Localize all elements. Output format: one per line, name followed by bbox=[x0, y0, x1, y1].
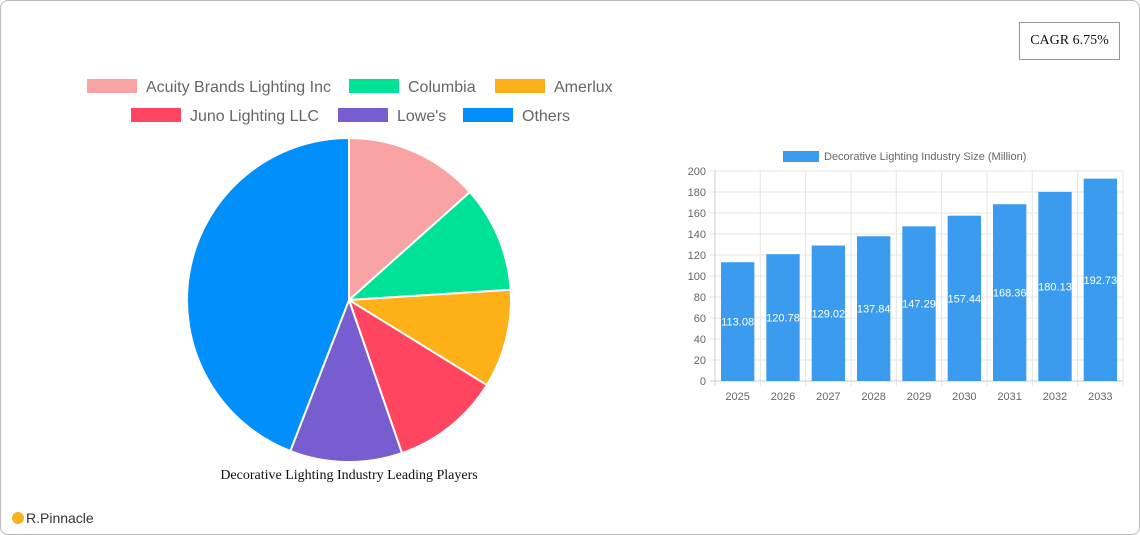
pie-slice-others[interactable] bbox=[186, 136, 350, 453]
legend-swatch bbox=[131, 108, 181, 122]
y-tick-label: 120 bbox=[688, 250, 706, 262]
y-tick-label: 200 bbox=[688, 166, 706, 178]
data-label: 157.44 bbox=[948, 293, 982, 305]
legend-label[interactable]: Others bbox=[522, 108, 570, 125]
legend-swatch bbox=[87, 79, 137, 93]
legend-swatch bbox=[783, 151, 819, 162]
y-tick-label: 0 bbox=[700, 376, 706, 388]
legend-label[interactable]: Columbia bbox=[408, 79, 476, 96]
cagr-badge: CAGR 6.75% bbox=[1019, 22, 1120, 60]
legend-swatch bbox=[338, 108, 388, 122]
pie-slice-acuity-brands-lighting-inc[interactable] bbox=[348, 136, 472, 303]
legend-label[interactable]: Acuity Brands Lighting Inc bbox=[146, 79, 331, 96]
data-label: 192.73 bbox=[1084, 275, 1118, 287]
data-label: 137.84 bbox=[857, 304, 891, 316]
data-label: 147.29 bbox=[902, 299, 936, 311]
y-tick-label: 40 bbox=[694, 334, 706, 346]
data-label: 129.02 bbox=[812, 308, 846, 320]
data-label: 120.78 bbox=[766, 313, 800, 325]
y-tick-label: 20 bbox=[694, 355, 706, 367]
x-tick-label: 2028 bbox=[861, 391, 885, 403]
x-tick-label: 2027 bbox=[816, 391, 840, 403]
bar[interactable] bbox=[766, 254, 800, 381]
x-tick-label: 2025 bbox=[725, 391, 749, 403]
data-label: 180.13 bbox=[1038, 281, 1072, 293]
data-label: 168.36 bbox=[993, 288, 1027, 300]
bar[interactable] bbox=[902, 226, 936, 381]
bar[interactable] bbox=[947, 215, 981, 381]
logo-text: R.Pinnacle bbox=[26, 510, 94, 526]
pie-chart: Acuity Brands Lighting Inc Columbia Amerlu… bbox=[87, 79, 613, 463]
legend-swatch bbox=[349, 79, 399, 93]
logo-icon bbox=[12, 512, 24, 524]
y-tick-label: 80 bbox=[694, 292, 706, 304]
bar[interactable] bbox=[1083, 178, 1117, 381]
bar[interactable] bbox=[857, 236, 891, 381]
legend-label[interactable]: Decorative Lighting Industry Size (Milli… bbox=[824, 151, 1026, 163]
y-tick-label: 140 bbox=[688, 229, 706, 241]
x-tick-label: 2033 bbox=[1088, 391, 1112, 403]
legend-label[interactable]: Amerlux bbox=[554, 79, 613, 96]
logo: R.Pinnacle bbox=[12, 510, 94, 526]
y-tick-label: 100 bbox=[688, 271, 706, 283]
y-tick-label: 160 bbox=[688, 208, 706, 220]
x-tick-label: 2026 bbox=[771, 391, 795, 403]
y-tick-label: 60 bbox=[694, 313, 706, 325]
bar[interactable] bbox=[811, 245, 845, 381]
legend-label[interactable]: Juno Lighting LLC bbox=[190, 108, 319, 125]
bar[interactable] bbox=[993, 204, 1027, 381]
legend-swatch bbox=[495, 79, 545, 93]
x-tick-label: 2029 bbox=[907, 391, 931, 403]
bar[interactable] bbox=[721, 262, 755, 381]
x-tick-label: 2030 bbox=[952, 391, 976, 403]
pie-slice-juno-lighting-llc[interactable] bbox=[347, 297, 489, 455]
x-tick-label: 2032 bbox=[1043, 391, 1067, 403]
bar[interactable] bbox=[1038, 191, 1072, 381]
legend-label[interactable]: Lowe's bbox=[397, 108, 446, 125]
pie-title: Decorative Lighting Industry Leading Pla… bbox=[220, 468, 478, 483]
x-tick-label: 2031 bbox=[997, 391, 1021, 403]
bar-chart: Decorative Lighting Industry Size (Milli… bbox=[688, 151, 1124, 403]
data-label: 113.08 bbox=[721, 317, 754, 329]
y-tick-label: 180 bbox=[688, 187, 706, 199]
pie-slice-columbia[interactable] bbox=[346, 190, 512, 302]
pie-slice-lowe-s[interactable] bbox=[289, 297, 404, 463]
legend-swatch bbox=[463, 108, 513, 122]
pie-slice-amerlux[interactable] bbox=[345, 288, 512, 387]
